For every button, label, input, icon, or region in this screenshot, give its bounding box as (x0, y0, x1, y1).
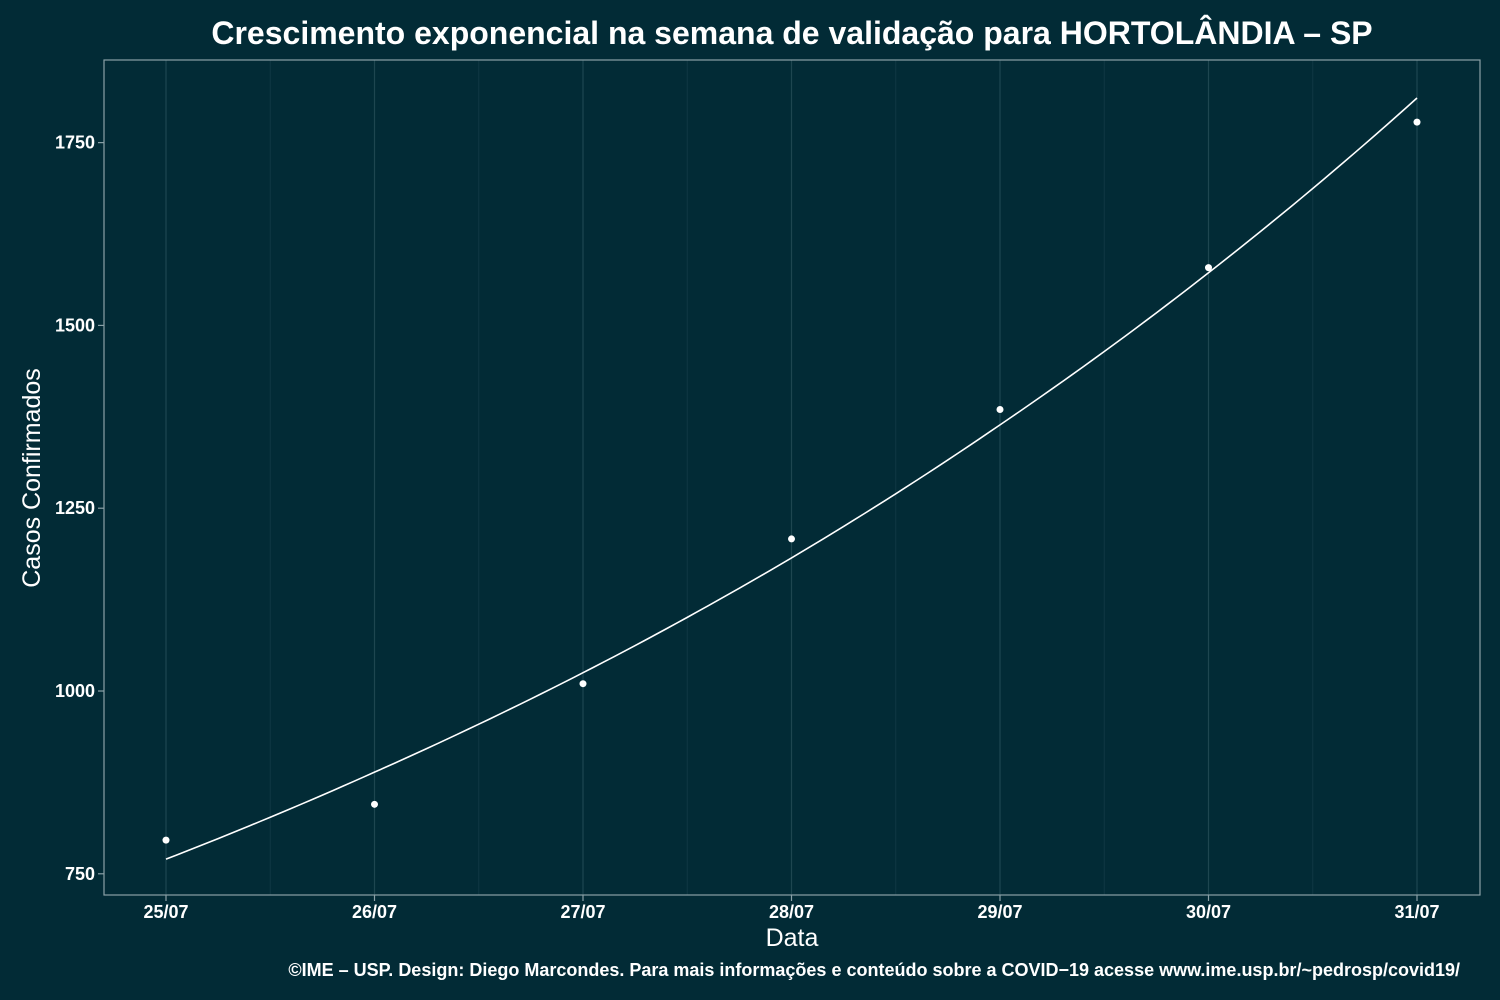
data-point (1413, 118, 1421, 126)
y-tick-label: 1500 (55, 315, 95, 335)
data-point (371, 800, 378, 808)
line-layer (165, 97, 1418, 860)
y-tick-label: 1750 (55, 133, 95, 153)
chart-title: Crescimento exponencial na semana de val… (211, 15, 1372, 51)
axis-layer: 750 1000 1250 1500 1750 25/07 26/07 27/07 28/07 2… (55, 133, 1440, 922)
y-tick-label: 1250 (55, 498, 95, 518)
points-layer (162, 118, 1421, 844)
x-tick-label: 25/07 (143, 902, 188, 922)
x-tick-label: 28/07 (769, 902, 814, 922)
data-point (1205, 264, 1212, 272)
grid-layer (165, 60, 1418, 895)
fitted-curve (165, 97, 1418, 860)
x-tick-label: 26/07 (352, 902, 397, 922)
y-tick-label: 1000 (55, 681, 95, 701)
data-point (788, 535, 795, 543)
chart-caption: ©IME – USP. Design: Diego Marcondes. Par… (288, 960, 1460, 980)
x-tick-label: 30/07 (1186, 902, 1231, 922)
y-tick-label: 750 (65, 864, 95, 884)
data-point (996, 406, 1004, 414)
x-tick-label: 29/07 (977, 902, 1022, 922)
x-tick-label: 27/07 (560, 902, 605, 922)
x-tick-label: 31/07 (1394, 902, 1439, 922)
data-point (579, 680, 587, 688)
x-axis-label: Data (766, 924, 819, 952)
y-axis-label: Casos Confirmados (18, 368, 46, 588)
data-point (162, 836, 170, 844)
